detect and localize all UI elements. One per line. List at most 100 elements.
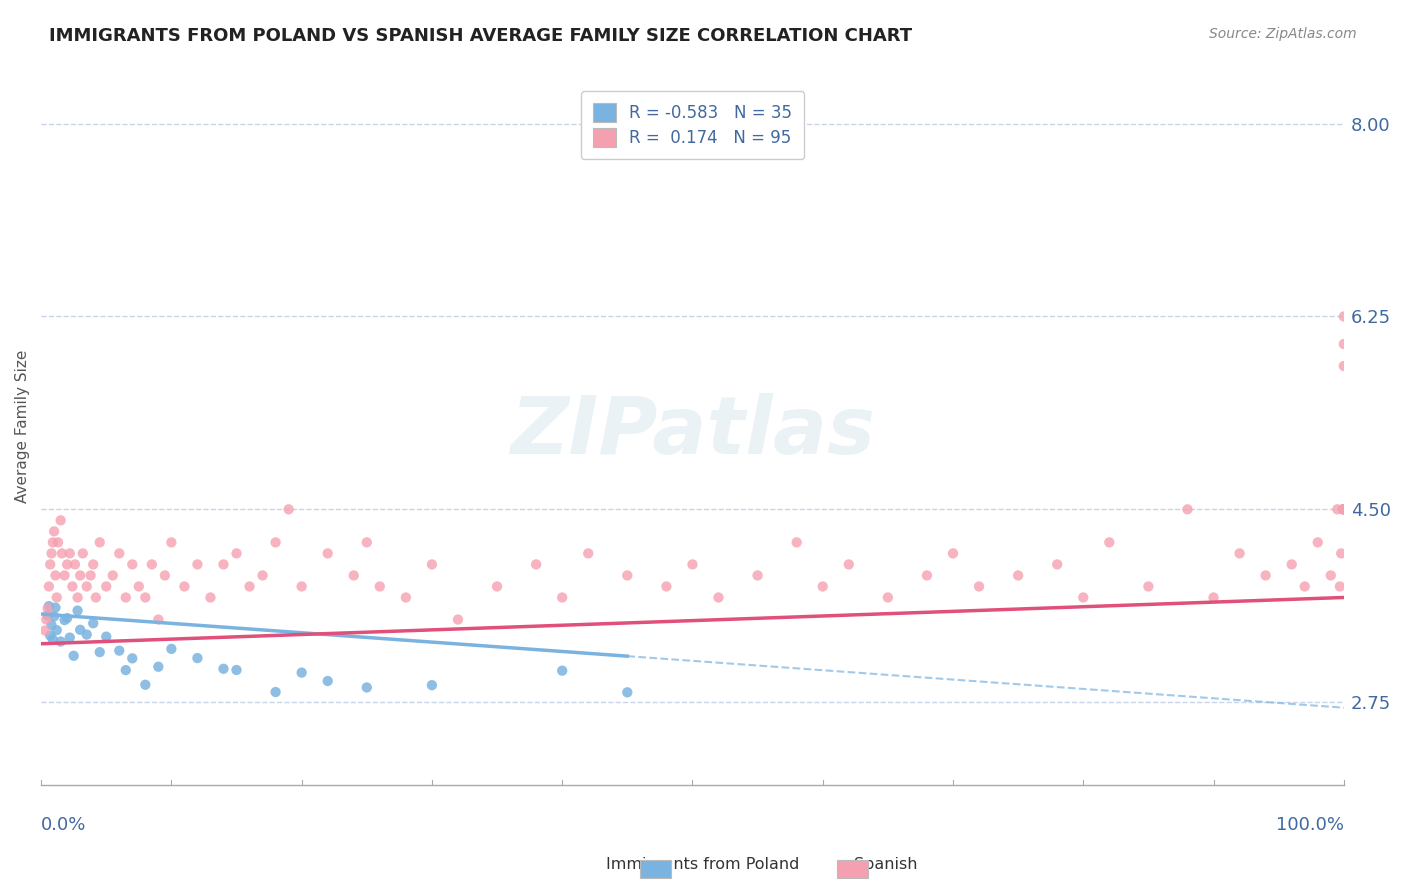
Y-axis label: Average Family Size: Average Family Size <box>15 350 30 503</box>
Point <box>42 632 65 647</box>
Legend: R = -0.583   N = 35, R =  0.174   N = 95: R = -0.583 N = 35, R = 0.174 N = 95 <box>581 91 804 159</box>
Point <box>39 629 62 643</box>
Point <box>551 591 574 605</box>
Point <box>45 591 67 605</box>
Text: 100.0%: 100.0% <box>1275 815 1344 834</box>
Point <box>1281 558 1303 572</box>
Point <box>876 591 898 605</box>
Point <box>1329 579 1351 593</box>
Point <box>38 599 60 614</box>
Point <box>173 579 195 593</box>
Point <box>1306 535 1329 549</box>
Point <box>486 579 509 593</box>
Point <box>96 630 118 644</box>
Point <box>114 591 136 605</box>
Point <box>44 568 66 582</box>
Point <box>69 568 91 582</box>
Point <box>44 524 66 539</box>
Point <box>1137 579 1160 593</box>
Text: ZIPatlas: ZIPatlas <box>510 393 875 471</box>
Point <box>59 631 82 645</box>
Point <box>356 535 378 549</box>
Point <box>76 579 98 593</box>
Point <box>60 579 83 593</box>
Point <box>291 665 314 680</box>
Point <box>291 579 314 593</box>
Point <box>37 601 59 615</box>
Point <box>252 568 274 582</box>
Point <box>212 558 235 572</box>
Point <box>34 624 56 638</box>
Point <box>121 651 143 665</box>
Point <box>1333 502 1355 516</box>
Point <box>1333 337 1355 351</box>
Point <box>942 546 965 560</box>
Point <box>134 678 156 692</box>
Point <box>1229 546 1251 560</box>
Point <box>1177 502 1199 516</box>
Point <box>1333 310 1355 324</box>
Point <box>45 623 67 637</box>
Point <box>84 591 107 605</box>
Text: 0.0%: 0.0% <box>41 815 87 834</box>
Point <box>134 591 156 605</box>
Point <box>200 591 222 605</box>
Point <box>1331 502 1354 516</box>
Point <box>277 502 299 516</box>
Point <box>63 558 86 572</box>
Text: Spanish: Spanish <box>853 857 918 872</box>
Point <box>62 648 84 663</box>
Point <box>141 558 163 572</box>
Point <box>35 613 58 627</box>
Point <box>114 663 136 677</box>
Point <box>238 579 260 593</box>
Point <box>655 579 678 593</box>
Point <box>1294 579 1316 593</box>
Point <box>186 558 208 572</box>
Point <box>343 568 366 582</box>
Point <box>1254 568 1277 582</box>
Point <box>1098 535 1121 549</box>
Point <box>121 558 143 572</box>
Point <box>148 659 170 673</box>
Point <box>616 568 638 582</box>
Point <box>316 546 339 560</box>
Point <box>395 591 418 605</box>
Point <box>59 546 82 560</box>
Point <box>128 579 150 593</box>
Point <box>37 608 59 623</box>
Point <box>51 546 73 560</box>
Text: Source: ZipAtlas.com: Source: ZipAtlas.com <box>1209 27 1357 41</box>
Point <box>53 568 76 582</box>
Point <box>225 546 247 560</box>
Point <box>1202 591 1225 605</box>
Point <box>49 513 72 527</box>
Point <box>49 634 72 648</box>
Point <box>551 664 574 678</box>
Point <box>316 673 339 688</box>
Point <box>66 604 89 618</box>
Point <box>41 546 63 560</box>
Text: IMMIGRANTS FROM POLAND VS SPANISH AVERAGE FAMILY SIZE CORRELATION CHART: IMMIGRANTS FROM POLAND VS SPANISH AVERAG… <box>49 27 912 45</box>
Point <box>160 641 183 656</box>
Point <box>108 643 131 657</box>
Point <box>96 579 118 593</box>
Point <box>915 568 938 582</box>
Point <box>82 616 104 631</box>
Point <box>225 663 247 677</box>
Point <box>53 613 76 627</box>
Point <box>56 558 79 572</box>
Point <box>786 535 808 549</box>
Point <box>148 613 170 627</box>
Point <box>1071 591 1094 605</box>
Point <box>1007 568 1029 582</box>
Point <box>212 662 235 676</box>
Point <box>56 611 79 625</box>
Point <box>682 558 704 572</box>
Point <box>1326 502 1348 516</box>
Point <box>39 558 62 572</box>
Point <box>747 568 769 582</box>
Point <box>46 535 69 549</box>
Point <box>160 535 183 549</box>
Text: Immigrants from Poland: Immigrants from Poland <box>606 857 800 872</box>
